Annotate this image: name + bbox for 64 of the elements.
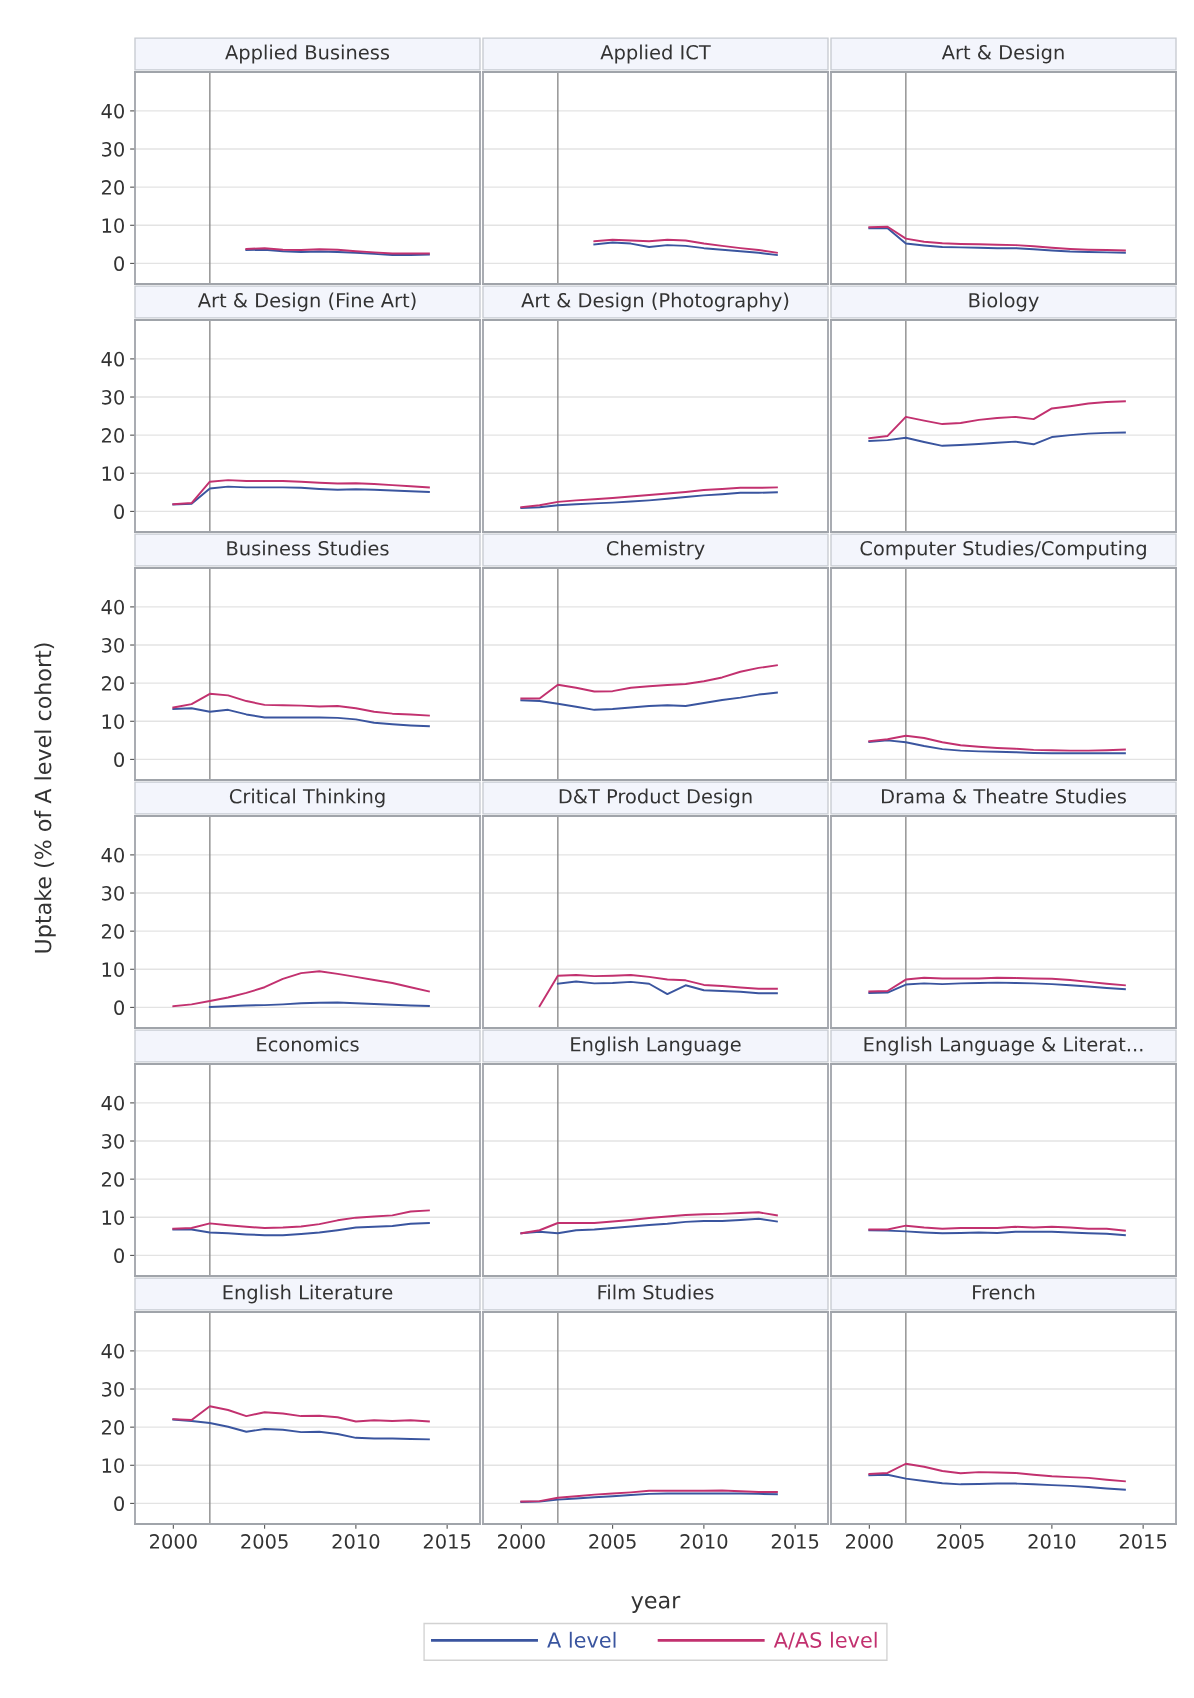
- y-tick-label: 40: [101, 599, 124, 615]
- y-tick-label: 20: [101, 1420, 124, 1435]
- y-tick-label: 0: [114, 1000, 124, 1016]
- x-tick-label: 2005: [589, 1534, 636, 1549]
- y-tick-label: 20: [101, 180, 124, 195]
- x-tick-label: 2010: [1028, 1534, 1076, 1549]
- y-tick-label: 0: [114, 1248, 124, 1264]
- y-tick-label: 40: [101, 847, 124, 863]
- x-tick-label: 2000: [498, 1534, 545, 1549]
- chart-title: English Literature: [223, 1284, 393, 1304]
- y-tick-label: 20: [101, 1172, 124, 1187]
- y-tick-label: 30: [102, 389, 124, 405]
- chart-title: Economics: [257, 1036, 359, 1052]
- y-tick-label: 40: [101, 1343, 124, 1359]
- x-tick-label: 2000: [846, 1534, 893, 1549]
- chart-title: D&T Product Design: [559, 788, 752, 808]
- x-tick-label: 2010: [680, 1534, 728, 1549]
- chart-title: Applied ICT: [600, 44, 711, 64]
- y-tick-label: 10: [102, 962, 124, 977]
- y-tick-label: 10: [102, 714, 124, 729]
- y-tick-label: 10: [102, 218, 124, 233]
- text: A/AS level: [773, 1631, 877, 1650]
- y-tick-label: 0: [114, 1496, 124, 1512]
- chart-title: Film Studies: [598, 1284, 714, 1300]
- x-tick-label: 2005: [241, 1534, 288, 1549]
- chart-title: Applied Business: [225, 44, 390, 64]
- text: A level: [547, 1631, 616, 1648]
- x-tick-label: 2015: [771, 1534, 819, 1549]
- y-tick-label: 30: [102, 1133, 124, 1149]
- x-axis-title: year: [631, 1595, 681, 1613]
- chart-title: Critical Thinking: [229, 788, 385, 808]
- y-tick-label: 10: [102, 1210, 124, 1225]
- chart-title: Drama & Theatre Studies: [882, 788, 1126, 804]
- y-tick-label: 20: [101, 924, 124, 939]
- chart-title: Art & Design: [941, 44, 1064, 64]
- y-tick-label: 30: [102, 1381, 124, 1397]
- chart-title: English Language: [571, 1036, 741, 1056]
- chart-title: Biology: [969, 292, 1039, 312]
- chart-title: Business Studies: [227, 540, 389, 556]
- x-tick-label: 2005: [937, 1534, 984, 1549]
- x-tick-label: 2015: [1119, 1534, 1167, 1549]
- y-tick-label: 20: [101, 428, 124, 443]
- y-tick-label: 30: [102, 637, 124, 653]
- y-tick-label: 30: [102, 141, 124, 157]
- chart-title: Art & Design (Fine Art): [197, 292, 416, 312]
- chart-title: Computer Studies/Computing: [860, 540, 1146, 560]
- y-tick-label: 40: [101, 103, 124, 119]
- y-axis-title: Uptake (% of A level cohort): [34, 643, 56, 953]
- y-tick-label: 40: [101, 1095, 124, 1111]
- x-tick-label: 2010: [332, 1534, 380, 1549]
- x-tick-label: 2015: [423, 1534, 471, 1549]
- chart-title: French: [973, 1284, 1035, 1300]
- y-tick-label: 10: [102, 466, 124, 481]
- y-tick-label: 20: [101, 676, 124, 691]
- chart-title: Art & Design (Photography): [521, 292, 789, 312]
- y-tick-label: 10: [102, 1458, 124, 1473]
- y-tick-label: 40: [101, 351, 124, 367]
- y-tick-label: 0: [114, 256, 124, 272]
- y-tick-label: 30: [102, 885, 124, 901]
- y-tick-label: 0: [114, 504, 124, 520]
- x-tick-label: 2000: [150, 1534, 197, 1549]
- chart-title: English Language & Literat...: [864, 1036, 1143, 1056]
- chart-title: Chemistry: [606, 540, 705, 560]
- y-tick-label: 0: [114, 752, 124, 768]
